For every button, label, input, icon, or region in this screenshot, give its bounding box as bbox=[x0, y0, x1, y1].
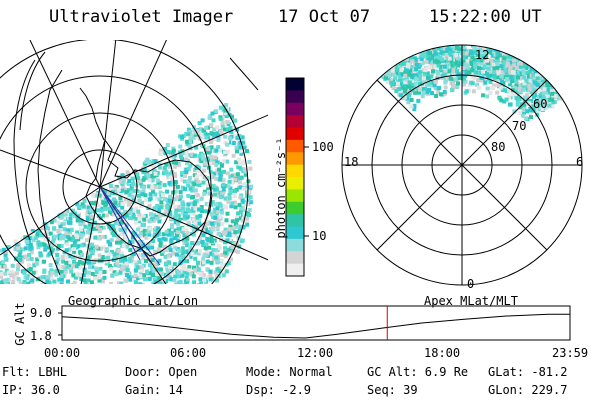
colorbar-tick-100: 100 bbox=[312, 140, 334, 154]
colorbar bbox=[286, 78, 304, 277]
timeline-xtick: 06:00 bbox=[170, 346, 207, 360]
coastline bbox=[13, 51, 259, 276]
glon-info: GLon: 229.7 bbox=[488, 383, 568, 397]
colorbar-swatch bbox=[286, 152, 304, 166]
geo-emission-pixels bbox=[0, 103, 254, 284]
mlt-line-diag bbox=[376, 79, 548, 251]
mlt-label-6: 6 bbox=[576, 155, 584, 169]
colorbar-swatch bbox=[286, 78, 304, 91]
timeline-ytick-high: 9.0 bbox=[30, 306, 52, 320]
lat-circle-70 bbox=[25, 112, 175, 262]
glat-info: GLat: -81.2 bbox=[488, 365, 568, 379]
colorbar-swatch bbox=[286, 201, 304, 215]
mlt-label-12: 12 bbox=[475, 48, 490, 62]
meridian-line bbox=[99, 114, 268, 188]
geo-caption: Geographic Lat/Lon bbox=[68, 294, 199, 308]
lat-circle-60 bbox=[0, 75, 212, 284]
colorbar-swatch bbox=[286, 214, 304, 227]
colorbar-swatch bbox=[286, 238, 304, 252]
lat-circle-50 bbox=[0, 40, 249, 284]
time-label: 15:22:00 UT bbox=[429, 7, 542, 27]
mlat-label-70: 70 bbox=[512, 119, 527, 133]
meridian-line bbox=[0, 149, 101, 188]
instrument-title: Ultraviolet Imager bbox=[49, 7, 234, 27]
timeline-xtick: 23:59 bbox=[552, 346, 589, 360]
dsp-info: Dsp: -2.9 bbox=[246, 383, 312, 397]
timeline-panel bbox=[58, 305, 571, 341]
colorbar-swatch bbox=[286, 139, 304, 153]
mlt-label-18: 18 bbox=[344, 155, 359, 169]
colorbar-swatch bbox=[286, 177, 304, 190]
colorbar-swatch bbox=[286, 102, 304, 116]
colorbar-tick-10: 10 bbox=[312, 229, 327, 243]
filter-info: Flt: LBHL bbox=[2, 365, 68, 379]
colorbar-swatch bbox=[286, 189, 304, 203]
colorbar-swatch bbox=[286, 164, 304, 178]
meridian-line bbox=[80, 186, 101, 284]
door-info: Door: Open bbox=[125, 365, 198, 379]
colorbar-swatch bbox=[286, 115, 304, 128]
mlat-label-80: 80 bbox=[491, 140, 506, 154]
meridian-line bbox=[99, 186, 268, 261]
colorbar-swatch bbox=[286, 127, 304, 141]
altitude-curve bbox=[61, 313, 570, 339]
mlt-label-0: 0 bbox=[467, 277, 475, 291]
gc-alt-info: GC Alt: 6.9 Re bbox=[367, 365, 469, 379]
timeline-ytick-low: 1.8 bbox=[30, 329, 52, 343]
colorbar-swatch bbox=[286, 263, 304, 277]
geographic-map bbox=[0, 40, 268, 284]
timeline-xtick: 00:00 bbox=[44, 346, 81, 360]
meridian-line bbox=[29, 40, 101, 188]
colorbar-frame bbox=[285, 77, 305, 277]
polar-caption: Apex MLat/MLT bbox=[424, 294, 518, 308]
colorbar-swatch bbox=[286, 226, 304, 240]
colorbar-swatch bbox=[286, 90, 304, 104]
mode-info: Mode: Normal bbox=[246, 365, 333, 379]
seq-info: Seq: 39 bbox=[367, 383, 418, 397]
polar-plot bbox=[341, 44, 583, 286]
timeline-xtick: 18:00 bbox=[424, 346, 461, 360]
meridian-line bbox=[99, 40, 117, 188]
ip-info: IP: 36.0 bbox=[2, 383, 60, 397]
gain-info: Gain: 14 bbox=[125, 383, 183, 397]
meridian-line bbox=[0, 186, 101, 256]
colorbar-unit-label: photon cm⁻²s⁻¹ bbox=[274, 137, 288, 239]
colorbar-swatch bbox=[286, 251, 304, 265]
meridian-line bbox=[99, 40, 167, 188]
date-label: 17 Oct 07 bbox=[278, 7, 371, 27]
oval-trace bbox=[99, 186, 161, 266]
timeline-frame bbox=[61, 305, 571, 341]
mlat-label-60: 60 bbox=[533, 97, 548, 111]
timeline-ylabel: GC Alt bbox=[13, 302, 27, 346]
timeline-xtick: 12:00 bbox=[297, 346, 334, 360]
lat-circle-80 bbox=[62, 149, 138, 225]
